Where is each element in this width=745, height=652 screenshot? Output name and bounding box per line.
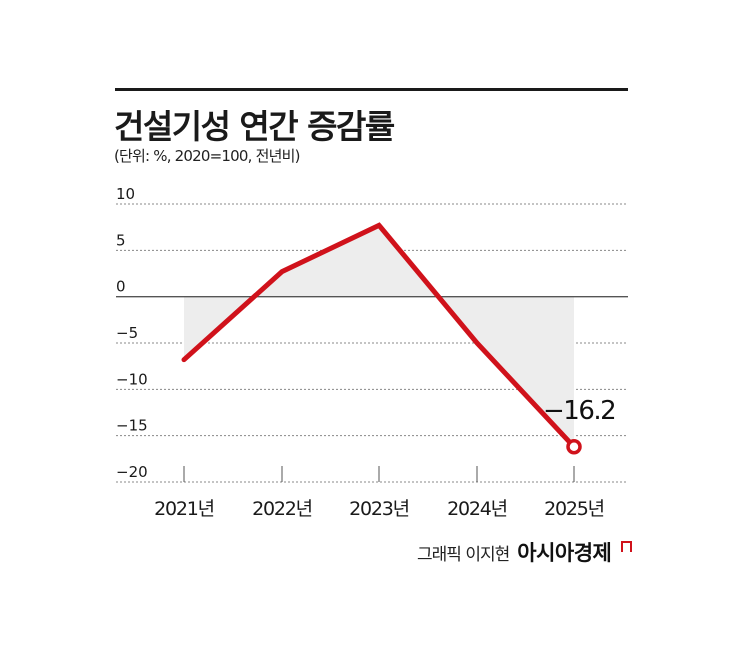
y-tick-label: 10 bbox=[116, 185, 135, 203]
x-tick-label: 2025년 bbox=[544, 498, 604, 520]
y-tick-label: −10 bbox=[116, 370, 148, 388]
y-tick-label: 0 bbox=[116, 278, 126, 296]
brand-logo: 아시아경제 bbox=[517, 541, 612, 565]
y-tick-label: 5 bbox=[116, 231, 126, 249]
title-rule bbox=[115, 88, 628, 91]
graphic-credit: 그래픽 이지현 bbox=[417, 545, 510, 565]
y-axis-labels: 10 5 0 −5 −10 −15 −20 bbox=[116, 185, 148, 481]
chart-subtitle: (단위: %, 2020=100, 전년비) bbox=[114, 147, 300, 165]
x-tick-label: 2024년 bbox=[447, 498, 507, 520]
x-tick-label: 2023년 bbox=[349, 498, 409, 520]
value-annotation: −16.2 bbox=[543, 396, 615, 426]
y-tick-label: −20 bbox=[116, 463, 148, 481]
endpoint-marker bbox=[566, 439, 582, 455]
y-tick-label: −15 bbox=[116, 417, 148, 435]
credit-line: 그래픽 이지현 아시아경제 bbox=[417, 537, 633, 567]
chart-title: 건설기성 연간 증감률 bbox=[114, 107, 395, 146]
x-tick-label: 2022년 bbox=[252, 498, 312, 520]
shaded-area bbox=[184, 225, 574, 447]
brand-mark-icon bbox=[621, 541, 633, 552]
data-line bbox=[181, 222, 577, 450]
x-axis: 2021년 2022년 2023년 2024년 2025년 bbox=[154, 466, 605, 520]
y-tick-label: −5 bbox=[116, 324, 138, 342]
x-tick-label: 2021년 bbox=[154, 498, 214, 520]
